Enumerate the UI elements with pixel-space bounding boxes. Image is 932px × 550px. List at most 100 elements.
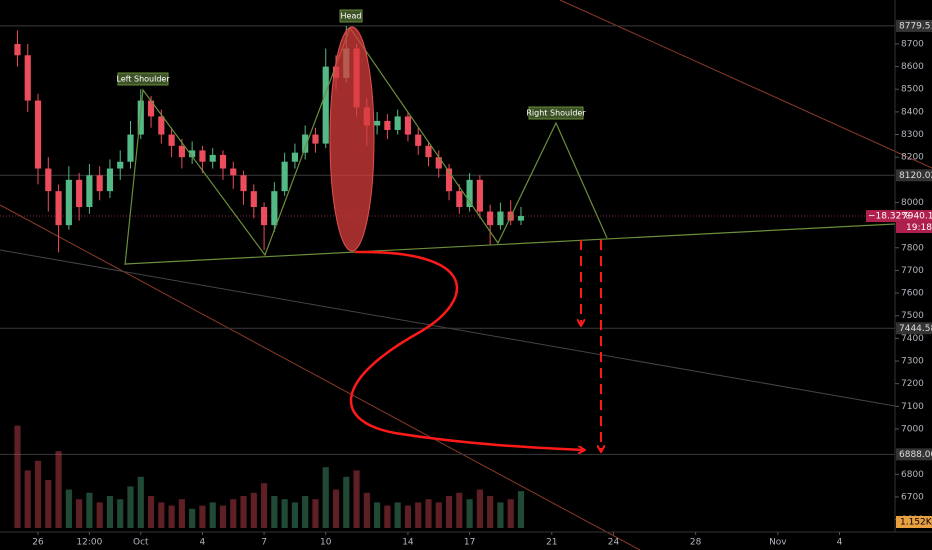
candle-body <box>158 116 165 135</box>
candle-body <box>76 179 83 208</box>
candle-body <box>230 168 237 176</box>
x-tick-label: 12:00 <box>76 538 102 548</box>
price-tag <box>896 169 932 182</box>
annotation: Head <box>341 12 362 21</box>
volume-bar <box>189 508 196 528</box>
volume-bar <box>476 489 483 528</box>
volume-bar <box>425 499 432 528</box>
x-tick-label: 21 <box>546 538 557 548</box>
volume-bar <box>445 496 453 528</box>
x-tick-label: 28 <box>690 538 702 548</box>
volume-bar <box>230 499 237 528</box>
y-tick-label: 7300 <box>901 357 924 367</box>
price-tag <box>896 322 932 335</box>
y-tick-label: 8400 <box>901 107 924 117</box>
volume-bar <box>34 460 42 528</box>
candle-body <box>404 116 412 135</box>
x-tick-label: 4 <box>837 538 843 548</box>
candle-body <box>65 179 72 226</box>
volume-bar <box>497 502 504 528</box>
price-tag-label: 7444.58 <box>899 324 932 334</box>
price-tag <box>896 448 932 461</box>
candle-body <box>250 191 257 208</box>
y-tick-label: 7500 <box>901 311 924 321</box>
candle-body <box>456 191 463 208</box>
volume-bar <box>158 502 165 528</box>
candle-body <box>271 191 278 226</box>
volume-bar <box>14 425 21 528</box>
candle-body <box>425 145 432 158</box>
volume-bar <box>271 496 278 528</box>
volume-bar <box>302 496 309 528</box>
volume-bar <box>178 499 185 528</box>
volume-bar <box>281 499 288 528</box>
price-tag-label: 8120.02 <box>899 171 932 181</box>
candle-body <box>466 179 473 208</box>
volume-bar <box>45 480 52 528</box>
y-tick-label: 8000 <box>901 198 924 208</box>
x-tick-label: Oct <box>133 538 149 548</box>
candle-body <box>168 134 175 146</box>
volume-label: 1.152K <box>900 518 932 528</box>
y-tick-label: 7700 <box>901 266 924 276</box>
annotation: Right Shoulder <box>526 109 586 118</box>
axes: 6600670068007000710072007300740075007600… <box>32 19 932 548</box>
volume-bar <box>456 492 463 528</box>
volume-bar <box>332 489 340 528</box>
y-tick-label: 6700 <box>901 492 924 502</box>
volume-bar <box>487 496 494 528</box>
candle-body <box>260 207 268 226</box>
price-tag-label: 6888.00 <box>899 450 932 460</box>
candle-body <box>517 216 525 221</box>
x-tick-label: 4 <box>200 538 206 548</box>
volume-bar <box>86 492 93 528</box>
volume-bar <box>404 505 412 528</box>
last-price-tag <box>866 210 932 223</box>
x-tick-label: 7 <box>261 538 267 548</box>
y-tick-label: 8700 <box>901 39 924 49</box>
volume-bar <box>415 502 422 528</box>
y-tick-label: 6800 <box>901 470 924 480</box>
x-tick-label: 26 <box>32 538 44 548</box>
price-tag <box>896 19 932 32</box>
label-box <box>117 72 169 86</box>
x-tick-label: Nov <box>769 538 787 548</box>
candle-body <box>127 134 134 162</box>
volume-bar <box>466 499 473 528</box>
volume-bar <box>517 491 525 528</box>
candle-body <box>487 211 494 226</box>
candle-body <box>497 211 504 226</box>
candle-body <box>86 175 93 208</box>
trend-line <box>559 0 932 169</box>
countdown: 19:18 <box>906 223 932 233</box>
volume-bar <box>24 470 31 528</box>
last-price-label: 7940.15 <box>902 212 932 222</box>
volume-bar <box>65 489 72 528</box>
volume-bar <box>55 451 62 528</box>
volume-bar <box>76 499 83 528</box>
volume-bar <box>106 496 114 528</box>
candle-body <box>476 179 483 212</box>
volume-bar <box>394 502 401 528</box>
y-tick-label: 7600 <box>901 289 924 299</box>
volume-bar <box>353 470 360 528</box>
candle-body <box>55 191 62 226</box>
candle-body <box>137 100 144 135</box>
candle-body <box>415 134 422 146</box>
volume-bar <box>384 505 391 528</box>
price-tag-label: 8779.51 <box>899 21 932 31</box>
volume-bar <box>137 476 144 528</box>
projection-arrow <box>349 250 584 450</box>
x-tick-label: 24 <box>608 538 620 548</box>
candle-body <box>394 116 401 131</box>
volume-bar <box>322 467 329 528</box>
volume-bar <box>219 505 227 528</box>
y-tick-label: 8300 <box>901 130 924 140</box>
volume-bar <box>291 502 298 528</box>
candle-body <box>189 150 196 158</box>
candle-body <box>96 175 103 192</box>
candle-body <box>435 157 442 169</box>
head-ellipse <box>329 26 375 252</box>
